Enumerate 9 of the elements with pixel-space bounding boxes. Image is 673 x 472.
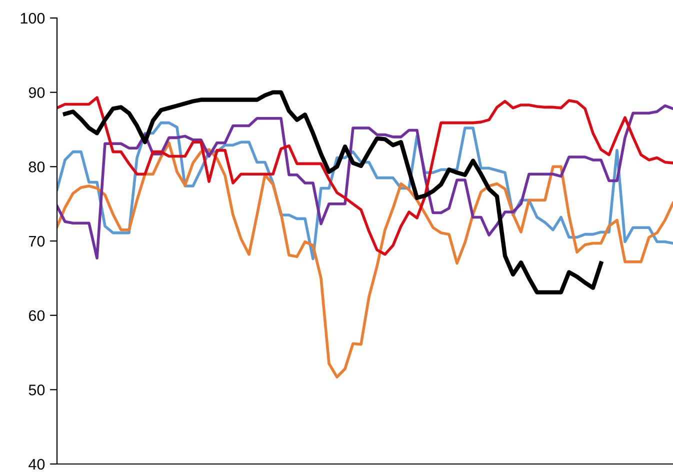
y-tick-label: 60 bbox=[28, 310, 45, 322]
line-series bbox=[62, 90, 604, 294]
y-tick-label: 100 bbox=[20, 12, 45, 24]
y-tick-label: 40 bbox=[28, 458, 45, 470]
line-series bbox=[57, 141, 673, 378]
y-tick-label: 50 bbox=[28, 384, 45, 396]
y-tick-label: 90 bbox=[28, 87, 45, 98]
y-tick-label: 70 bbox=[28, 236, 45, 247]
y-tick-label: 80 bbox=[28, 162, 45, 172]
